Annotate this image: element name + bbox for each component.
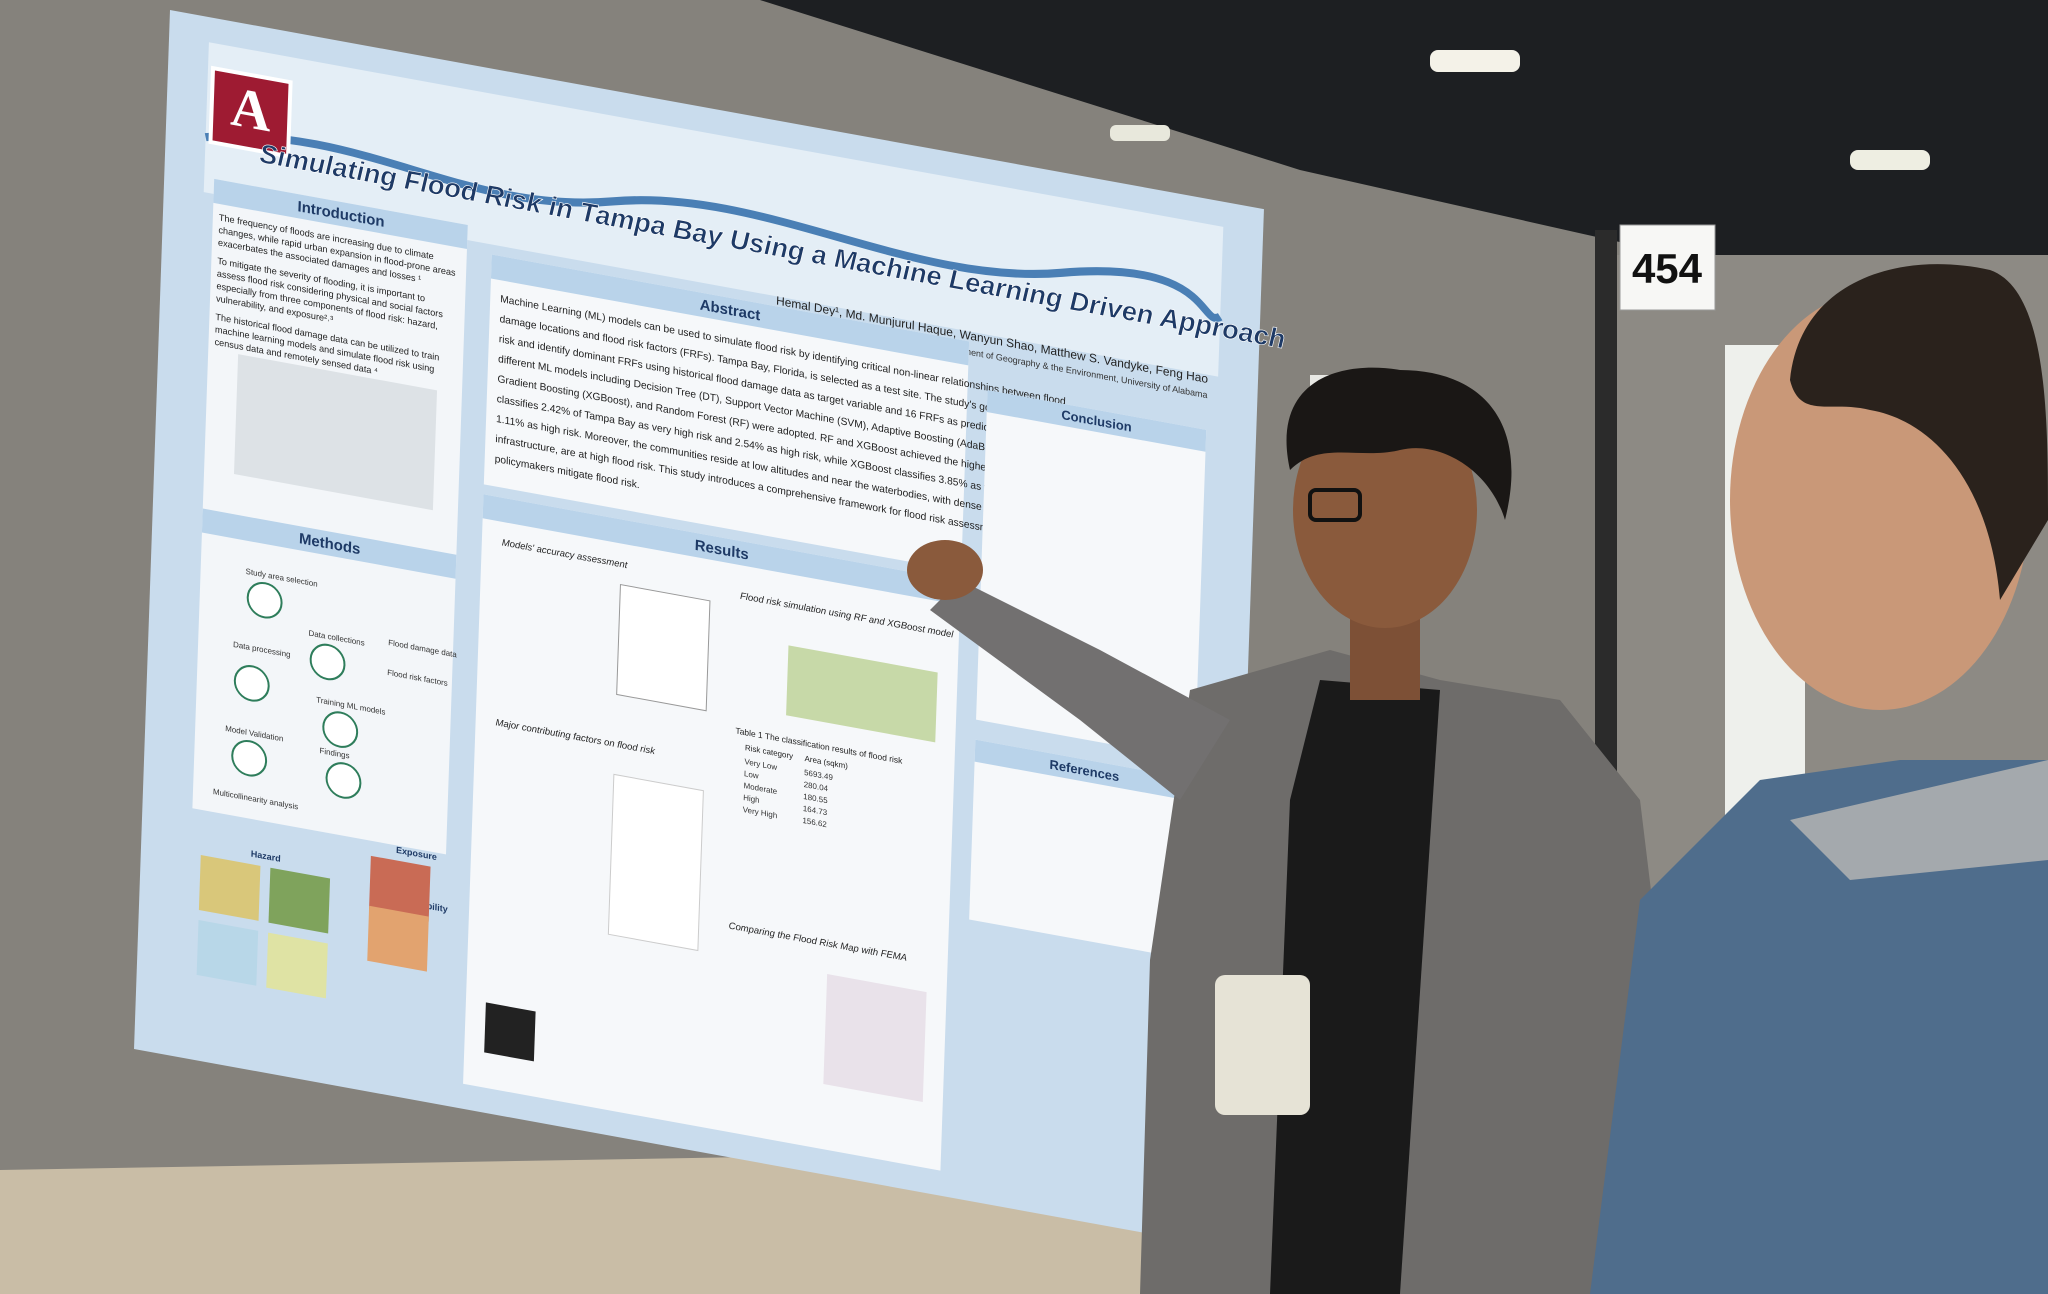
- map-thumb: [266, 932, 328, 999]
- table-cell: High: [743, 793, 760, 805]
- method-icon: [233, 665, 270, 702]
- floor: [0, 1150, 1150, 1294]
- visitor-sweater: [1590, 760, 2048, 1294]
- river: [204, 132, 1223, 323]
- glasses: [1308, 488, 1362, 522]
- visitor-hair: [1790, 264, 2048, 600]
- coffee-cup: [1215, 975, 1310, 1115]
- roc-plot: [616, 583, 711, 712]
- booth-sign: [1619, 224, 1716, 311]
- qr-code: [484, 1002, 536, 1062]
- section-header: [482, 494, 961, 606]
- backpack-strap: [1790, 760, 2048, 880]
- section-header: [490, 254, 970, 366]
- risk-maps: [786, 645, 938, 743]
- shap-plot: [607, 773, 704, 952]
- poster: A Simulating Flood Risk in Tampa Bay Usi…: [134, 10, 1286, 1249]
- map-thumb: [198, 855, 261, 921]
- map-thumb: [368, 855, 431, 922]
- logo: A: [229, 76, 272, 145]
- ceiling-light: [1430, 50, 1520, 72]
- references-box: [969, 739, 1195, 960]
- ceiling-light: [1110, 125, 1170, 141]
- ceiling: [760, 0, 2048, 330]
- table-cell: Low: [744, 769, 759, 781]
- presenter-shirt: [1270, 680, 1440, 1294]
- method-icon: [322, 711, 359, 748]
- section-header: [974, 739, 1195, 802]
- method-icon: [309, 643, 346, 681]
- method-icon: [231, 740, 268, 777]
- presenter-hand: [907, 540, 983, 600]
- section-header: [986, 390, 1207, 452]
- study-area-map: [233, 354, 438, 511]
- section-header: [201, 508, 457, 579]
- presenter-hair: [1286, 367, 1512, 520]
- map-thumb: [268, 867, 331, 934]
- method-icon: [246, 581, 283, 619]
- logo-box: [208, 65, 293, 159]
- presenter-arm: [930, 580, 1230, 800]
- map-thumb: [196, 919, 259, 986]
- fema-map: [823, 974, 927, 1103]
- map-thumb: [367, 905, 429, 972]
- method-icon: [325, 762, 362, 799]
- ceiling-light: [1850, 150, 1930, 170]
- booth-number: 454: [1632, 245, 1703, 292]
- section-header: [213, 178, 468, 250]
